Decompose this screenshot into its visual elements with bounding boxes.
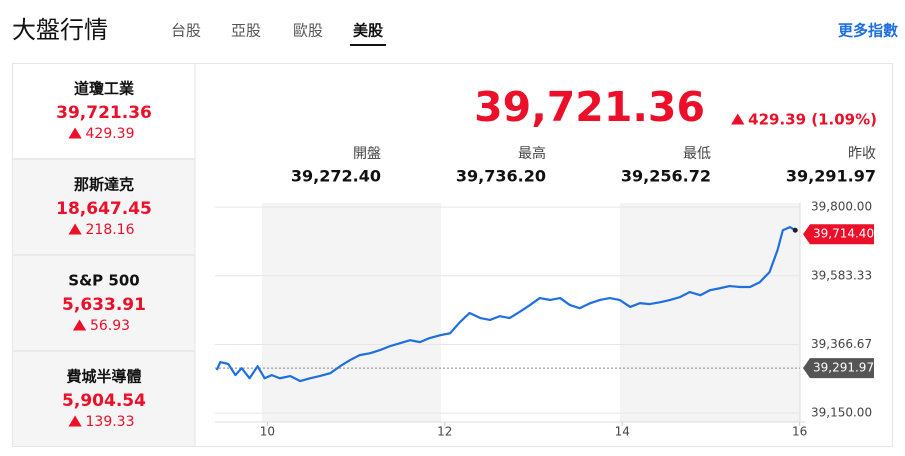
x-tick-label: 10: [260, 425, 275, 439]
tab[interactable]: 歐股: [293, 22, 323, 40]
stat-value: 39,256.72: [621, 167, 711, 186]
stat-label: 最低: [683, 146, 711, 162]
x-tick-label: 14: [615, 425, 630, 439]
y-tick-label: 39,150.00: [811, 406, 872, 420]
stat-label: 昨收: [848, 146, 876, 162]
last-dot: [792, 227, 798, 233]
index-change: 429.39: [86, 126, 135, 142]
stat-value: 39,736.20: [456, 167, 546, 186]
prev-close-label: 39,291.97: [813, 361, 874, 375]
index-change: 218.16: [86, 222, 135, 238]
stat-value: 39,272.40: [291, 167, 381, 186]
x-tick-label: 12: [437, 425, 452, 439]
up-arrow: [68, 127, 82, 139]
up-arrow: [68, 415, 82, 427]
tab[interactable]: 台股: [171, 22, 201, 40]
x-tick-label: 16: [792, 425, 807, 439]
sidebar-bg: [13, 158, 195, 446]
prev-close-badge: [803, 358, 874, 379]
price-line: [215, 225, 796, 383]
up-arrow: [68, 223, 82, 235]
shade: [262, 203, 441, 422]
y-tick-label: 39,583.33: [811, 268, 872, 282]
index-value: 18,647.45: [56, 199, 152, 219]
more-link[interactable]: 更多指數: [838, 22, 898, 40]
index-value: 5,633.91: [62, 295, 146, 315]
index-name[interactable]: 道瓊工業: [74, 80, 135, 98]
up-arrow: [72, 319, 87, 331]
index-name[interactable]: 那斯達克: [74, 176, 134, 194]
index-name[interactable]: 費城半導體: [66, 368, 141, 386]
shade: [620, 203, 800, 422]
index-value: 5,904.54: [62, 391, 146, 411]
tab[interactable]: 美股: [353, 22, 384, 40]
index-change: 139.33: [86, 414, 135, 430]
index-change: 56.93: [90, 318, 130, 334]
tab-underline: [350, 44, 386, 46]
last-badge: [803, 224, 874, 245]
stat-label: 最高: [518, 145, 546, 162]
last-label: 39,714.40: [813, 227, 874, 241]
y-tick-label: 39,800.00: [811, 200, 872, 214]
index-name[interactable]: S&P 500: [68, 272, 139, 290]
y-tick-label: 39,366.67: [811, 337, 872, 351]
stat-value: 39,291.97: [786, 167, 876, 186]
stat-label: 開盤: [353, 146, 381, 162]
title: 大盤行情: [12, 16, 108, 44]
price: 39,721.36: [474, 83, 705, 131]
up-arrow: [731, 113, 745, 125]
index-value: 39,721.36: [56, 103, 152, 123]
tab[interactable]: 亞股: [231, 22, 261, 40]
price-change: 429.39 (1.09%): [748, 111, 877, 129]
